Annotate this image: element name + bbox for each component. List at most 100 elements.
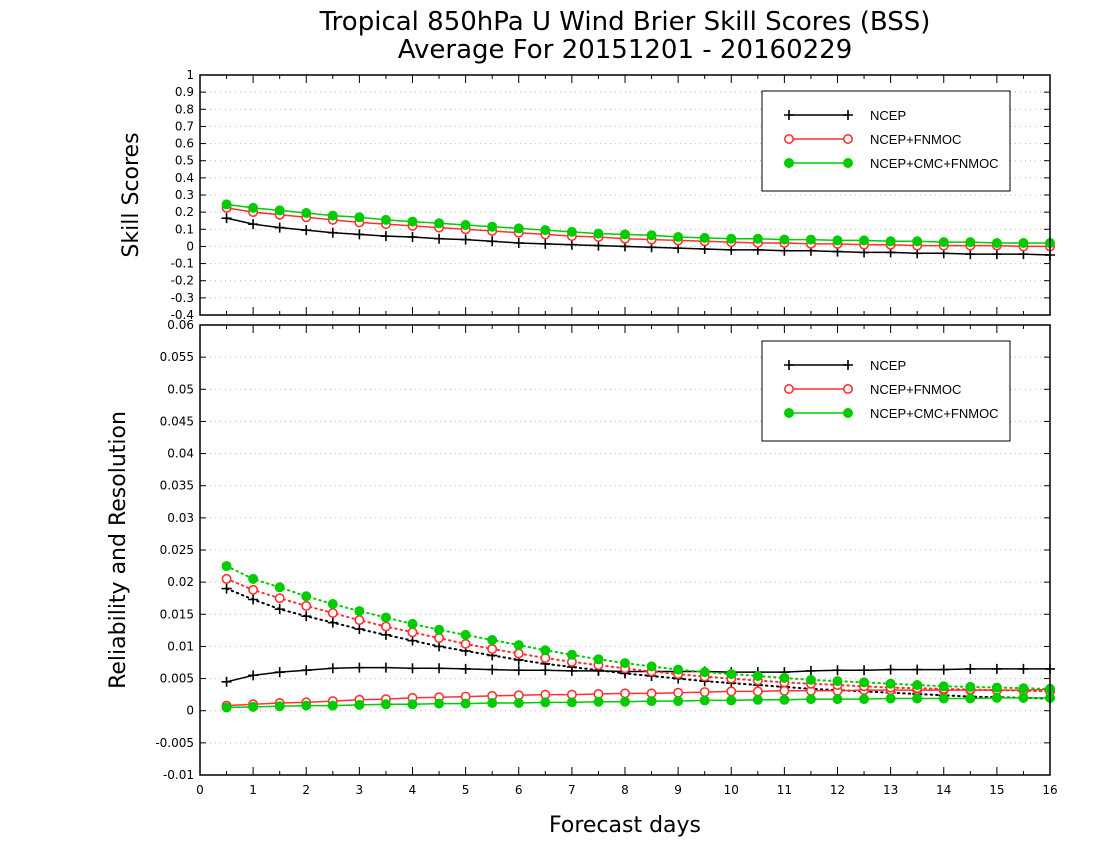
- data-point: [248, 219, 259, 230]
- data-point: [434, 663, 445, 674]
- data-point: [487, 698, 498, 708]
- legend-marker: [843, 360, 853, 370]
- y-axis-label-top: Skill Scores: [119, 132, 144, 257]
- data-point: [513, 238, 524, 248]
- series-line-ncep-dotted: [225, 587, 1051, 700]
- data-point: [380, 662, 391, 673]
- data-point: [460, 220, 471, 230]
- data-point: [1018, 683, 1029, 694]
- data-point: [965, 663, 976, 674]
- data-point: [513, 223, 524, 234]
- data-point: [1018, 238, 1029, 248]
- data-point: [965, 249, 976, 260]
- legend: NCEP NCEP+FNMOC NCEP+CMC+FNMOC: [761, 90, 1011, 192]
- data-point: [673, 696, 684, 707]
- reliability-resolution-panel: -0.01 -0.005 0 0.005 0.01 0.015 0.02 0.025 0.03 0…: [155, 318, 1057, 797]
- data-point: [380, 231, 391, 242]
- y-tick-label: 0.2: [175, 205, 194, 219]
- data-point: [327, 599, 338, 609]
- data-point: [593, 228, 604, 239]
- data-point: [407, 627, 418, 638]
- data-point: [779, 672, 790, 683]
- y-tick-label: -0.005: [155, 736, 194, 750]
- data-point: [859, 677, 870, 688]
- data-point: [513, 640, 524, 651]
- data-point: [301, 700, 312, 711]
- data-point: [248, 670, 259, 681]
- data-point: [593, 696, 604, 707]
- data-point: [487, 635, 498, 645]
- legend-marker: [842, 134, 853, 145]
- data-point: [407, 216, 418, 227]
- data-point: [726, 686, 737, 697]
- data-point: [380, 612, 391, 623]
- data-point: [301, 225, 312, 236]
- data-point: [487, 643, 498, 654]
- legend-box: [761, 340, 1011, 442]
- data-point: [859, 665, 870, 676]
- legend-marker: [843, 110, 853, 120]
- data-point: [248, 573, 259, 584]
- data-point: [991, 663, 1002, 674]
- data-point: [832, 694, 843, 705]
- data-point: [354, 699, 365, 710]
- data-point: [726, 695, 737, 706]
- y-tick-label: 1: [186, 68, 194, 82]
- data-point: [620, 229, 630, 240]
- x-tick-label: 5: [462, 783, 470, 797]
- data-point: [752, 686, 763, 697]
- data-point: [274, 582, 285, 593]
- data-point: [274, 222, 285, 233]
- data-point: [726, 233, 737, 244]
- data-point: [938, 693, 949, 704]
- y-tick-label: -0.3: [171, 291, 194, 305]
- chart-title: Tropical 850hPa U Wind Brier Skill Score…: [319, 7, 931, 37]
- y-tick-label: -0.01: [163, 768, 194, 782]
- data-point: [221, 213, 232, 224]
- y-tick-label: 0.035: [160, 479, 194, 493]
- data-point: [460, 663, 471, 674]
- y-tick-label: 0.05: [167, 382, 194, 396]
- data-point: [912, 236, 923, 247]
- data-point: [965, 693, 976, 704]
- y-tick-label: 0.005: [160, 672, 194, 686]
- data-point: [301, 208, 312, 218]
- data-point: [487, 221, 498, 232]
- data-point: [673, 232, 684, 242]
- data-point: [699, 687, 710, 698]
- plot-frame: [199, 324, 1051, 776]
- data-point: [221, 573, 232, 584]
- data-point: [327, 617, 338, 628]
- y-tick-label: -0.1: [171, 257, 194, 271]
- chart-subtitle: Average For 20151201 - 20160229: [398, 35, 853, 65]
- data-point: [991, 692, 1002, 703]
- legend-marker: [843, 408, 853, 418]
- data-point: [965, 681, 976, 692]
- x-tick-label: 2: [302, 783, 310, 797]
- legend-marker: [783, 383, 794, 394]
- data-point: [354, 606, 365, 617]
- data-point: [221, 676, 232, 687]
- y-tick-label: 0.5: [175, 154, 194, 168]
- data-point: [434, 698, 445, 709]
- data-point: [779, 685, 790, 696]
- legend-marker: [843, 158, 853, 168]
- data-point: [965, 237, 976, 248]
- legend-marker: [784, 110, 794, 120]
- data-point: [274, 701, 285, 712]
- series-line-ncep-cmc-fnmoc: [226, 203, 1050, 244]
- x-tick-label: 16: [1042, 783, 1057, 797]
- data-point: [380, 629, 391, 640]
- data-point: [593, 240, 604, 251]
- x-tick-label: 6: [515, 783, 523, 797]
- legend-label: NCEP+FNMOC: [870, 382, 961, 397]
- y-tick-label: 0.055: [160, 350, 194, 364]
- data-point: [832, 665, 843, 676]
- data-point: [673, 664, 684, 675]
- data-point: [885, 678, 896, 689]
- data-point: [380, 214, 391, 225]
- y-tick-label: -0.2: [171, 274, 194, 288]
- y-tick-label: 0.3: [175, 188, 194, 202]
- data-point: [327, 607, 338, 618]
